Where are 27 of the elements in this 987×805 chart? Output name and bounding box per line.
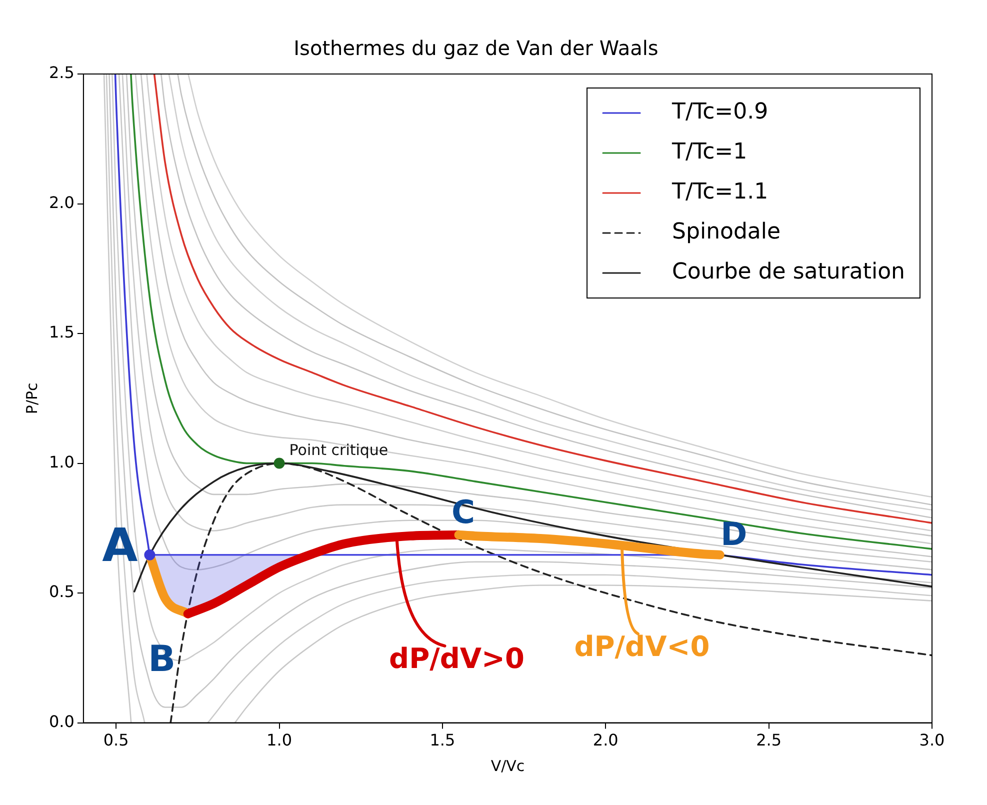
- chart-title: Isothermes du gaz de Van der Waals: [294, 36, 658, 60]
- annotation: B: [148, 639, 176, 680]
- legend-label: T/Tc=1: [671, 140, 748, 165]
- x-tick-label: 1.0: [266, 730, 292, 750]
- legend-label: Courbe de saturation: [672, 260, 906, 285]
- y-tick-label: 0.5: [48, 582, 74, 602]
- annotation: dP/dV>0: [389, 642, 524, 676]
- x-axis-title: V/Vc: [490, 756, 525, 775]
- y-tick-label: 1.0: [48, 452, 74, 472]
- annotation: D: [720, 515, 748, 554]
- legend-label: T/Tc=0.9: [671, 100, 768, 125]
- annotation: dP/dV<0: [574, 630, 710, 664]
- legend-label: T/Tc=1.1: [671, 180, 768, 205]
- y-tick-label: 1.5: [48, 322, 74, 342]
- annotation: Point critique: [289, 441, 388, 460]
- y-tick-label: 2.0: [48, 192, 74, 212]
- x-tick-label: 2.0: [592, 730, 618, 750]
- y-tick-label: 2.5: [48, 63, 74, 82]
- y-tick-label: 0.0: [48, 712, 74, 731]
- annotation: C: [452, 493, 476, 532]
- annotation: A: [102, 518, 138, 572]
- x-tick-label: 1.5: [430, 730, 456, 750]
- x-tick-label: 0.5: [103, 730, 129, 750]
- y-axis-title: P/Pc: [22, 382, 41, 414]
- legend-label: Spinodale: [672, 220, 781, 245]
- x-tick-label: 3.0: [919, 730, 945, 750]
- x-tick-label: 2.5: [756, 730, 782, 750]
